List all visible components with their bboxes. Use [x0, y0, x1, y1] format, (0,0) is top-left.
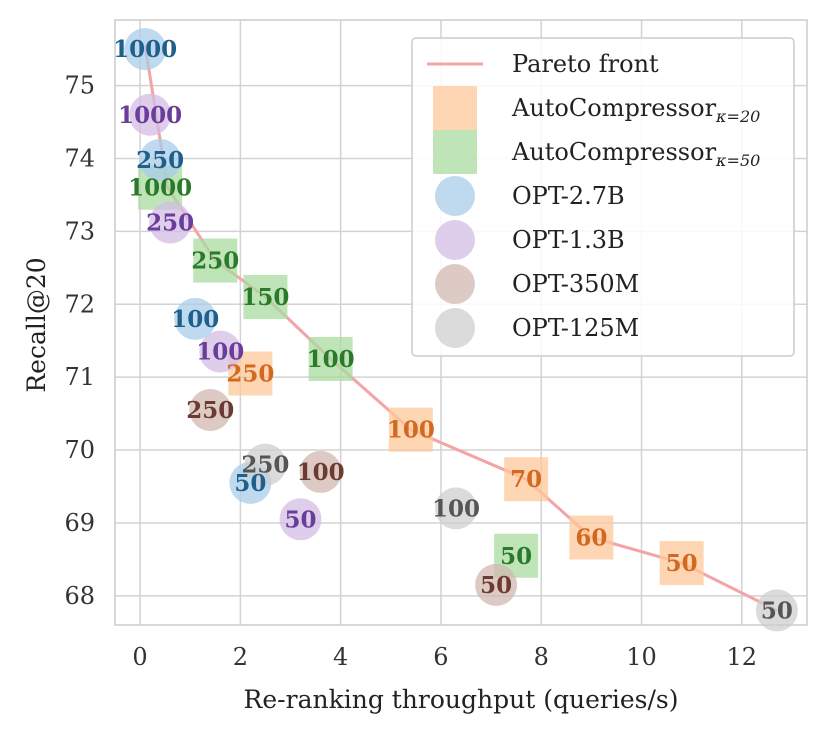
point-label: 1000 — [128, 175, 192, 202]
point-label: 70 — [510, 466, 542, 493]
circle-marker — [139, 138, 182, 181]
legend-circle-swatch — [435, 176, 475, 216]
y-tick-label: 69 — [64, 509, 95, 537]
point-label: 100 — [307, 346, 355, 373]
point-label: 50 — [666, 550, 698, 577]
legend-box — [411, 37, 795, 357]
circle-marker — [199, 330, 242, 373]
point-label: 250 — [146, 210, 194, 237]
circle-marker — [299, 450, 342, 493]
circle-marker — [174, 297, 217, 340]
point-label: 100 — [432, 495, 480, 522]
point-label-layer: 2501007060501000250150100501000250100501… — [113, 36, 793, 624]
circle-marker — [129, 93, 172, 136]
y-tick-label: 70 — [64, 436, 95, 464]
point-label: 150 — [241, 284, 289, 311]
point-label: 50 — [234, 470, 266, 497]
legend-entry-label: Pareto front — [512, 50, 659, 78]
legend-entry-label: OPT-350M — [512, 270, 639, 298]
legend: Pareto frontAutoCompressorκ=20AutoCompre… — [411, 37, 795, 357]
point-label: 250 — [226, 361, 274, 388]
y-tick-label: 75 — [64, 72, 95, 100]
circle-marker — [434, 487, 477, 530]
legend-square-swatch — [433, 86, 477, 130]
square-marker — [569, 515, 614, 560]
legend-entry-label: OPT-2.7B — [512, 182, 625, 210]
x-tick-label: 10 — [626, 643, 657, 671]
legend-entry-label: OPT-1.3B — [512, 226, 625, 254]
square-marker — [388, 407, 433, 452]
legend-entry-label: OPT-125M — [512, 314, 639, 342]
point-label: 250 — [186, 397, 234, 424]
y-tick-label: 74 — [64, 144, 95, 172]
circle-marker — [244, 443, 287, 486]
point-label: 250 — [241, 452, 289, 479]
point-label: 100 — [171, 306, 219, 333]
circle-marker — [149, 201, 192, 244]
square-marker — [659, 541, 704, 586]
legend-circle-swatch — [435, 220, 475, 260]
point-label: 50 — [480, 572, 512, 599]
legend-entry-subscript: κ=20 — [715, 107, 760, 126]
point-label: 60 — [575, 525, 607, 552]
point-label: 250 — [136, 147, 184, 174]
circle-marker — [124, 28, 167, 71]
circle-marker — [755, 589, 798, 632]
point-label: 100 — [297, 459, 345, 486]
pareto-front-series — [143, 45, 778, 612]
plot-frame — [114, 19, 808, 626]
legend-circle-swatch — [435, 308, 475, 348]
x-axis-label: Re-ranking throughput (queries/s) — [244, 685, 679, 714]
y-tick-label: 72 — [64, 290, 95, 318]
x-tick-label: 12 — [727, 643, 758, 671]
point-label: 1000 — [118, 102, 182, 129]
point-label: 50 — [761, 597, 793, 624]
x-tick-label: 8 — [534, 643, 549, 671]
y-axis-label: Recall@20 — [22, 257, 51, 392]
circle-marker — [279, 498, 322, 541]
pareto-front-line — [143, 45, 778, 612]
point-label: 50 — [500, 543, 532, 570]
x-tick-label: 6 — [433, 643, 448, 671]
square-marker — [193, 238, 238, 283]
square-marker — [308, 336, 353, 381]
point-label: 100 — [196, 339, 244, 366]
circle-marker — [189, 388, 232, 431]
y-tick-label: 73 — [64, 217, 95, 245]
marker-layer — [124, 28, 798, 632]
x-tick-label: 2 — [233, 643, 248, 671]
point-label: 1000 — [113, 36, 177, 63]
point-label: 50 — [285, 506, 317, 533]
square-marker — [504, 457, 549, 502]
x-tick-label: 4 — [333, 643, 348, 671]
point-label: 250 — [191, 248, 239, 275]
legend-circle-swatch — [435, 264, 475, 304]
square-marker — [243, 274, 288, 319]
x-tick-label: 0 — [132, 643, 147, 671]
legend-square-swatch — [433, 130, 477, 174]
circle-marker — [475, 563, 518, 606]
point-label: 100 — [387, 417, 435, 444]
y-tick-label: 71 — [64, 363, 95, 391]
y-tick-label: 68 — [64, 582, 95, 610]
legend-entry-subscript: κ=50 — [715, 151, 760, 170]
